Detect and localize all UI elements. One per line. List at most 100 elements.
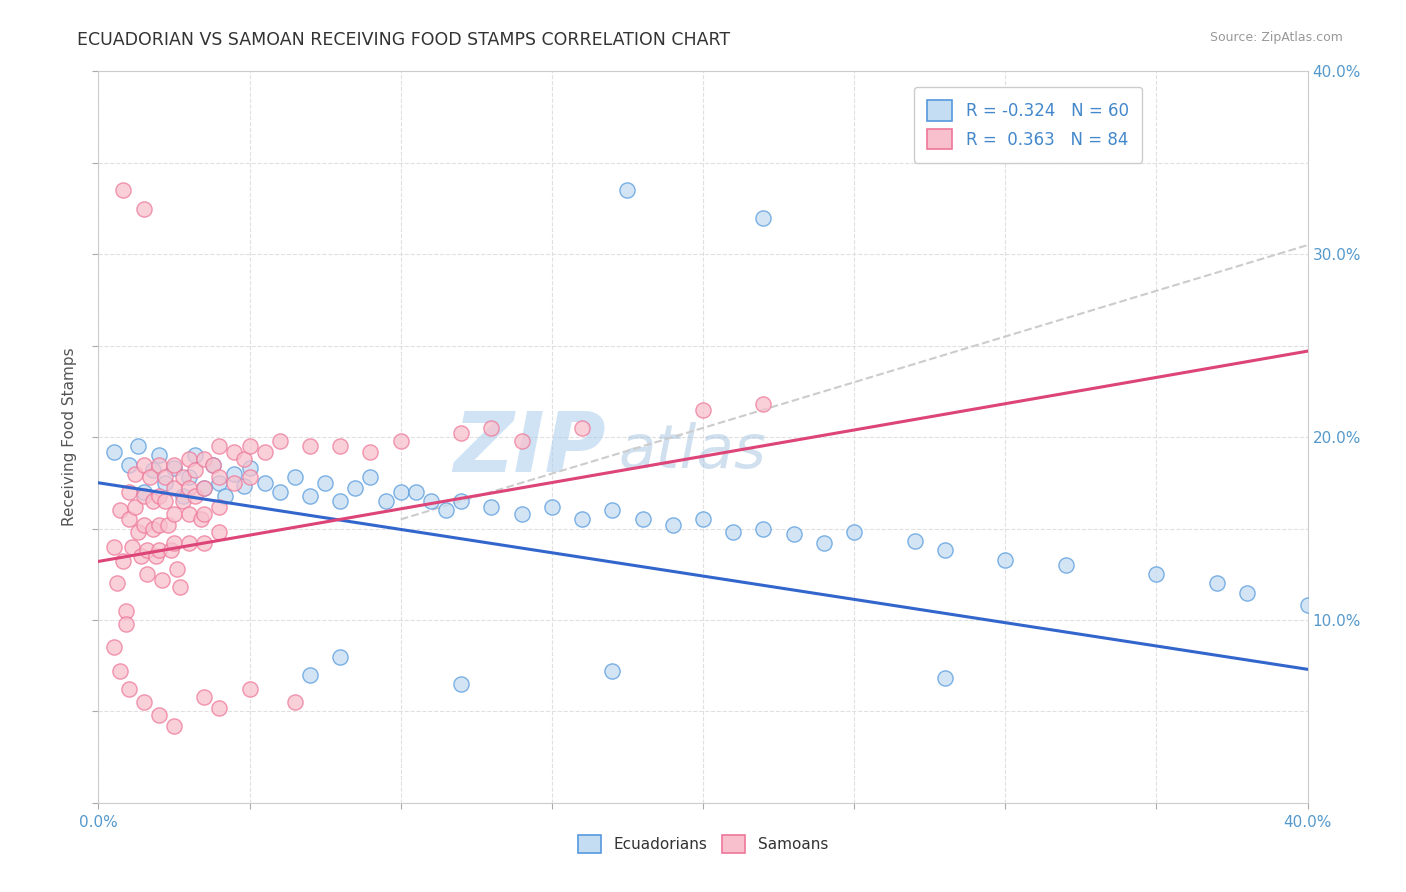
Point — [239, 439, 262, 453]
Point — [420, 494, 443, 508]
Point — [405, 485, 427, 500]
Point — [193, 481, 215, 495]
Point — [105, 576, 128, 591]
Point — [163, 507, 186, 521]
Point — [153, 475, 176, 490]
Point — [389, 485, 412, 500]
Point — [142, 521, 165, 535]
Point — [224, 444, 246, 458]
Point — [208, 500, 231, 514]
Point — [179, 536, 201, 550]
Text: atlas: atlas — [619, 422, 766, 481]
Point — [844, 525, 866, 540]
Point — [150, 573, 173, 587]
Point — [571, 512, 593, 526]
Point — [329, 439, 352, 453]
Point — [374, 494, 396, 508]
Point — [208, 475, 231, 490]
Y-axis label: Receiving Food Stamps: Receiving Food Stamps — [62, 348, 77, 526]
Point — [103, 540, 125, 554]
Point — [602, 503, 624, 517]
Point — [239, 461, 262, 475]
Point — [132, 458, 155, 472]
Point — [127, 525, 149, 540]
Point — [179, 507, 201, 521]
Point — [299, 667, 322, 681]
Point — [132, 695, 155, 709]
Point — [111, 183, 134, 197]
Point — [208, 700, 231, 714]
Point — [269, 434, 291, 448]
Point — [169, 580, 191, 594]
Point — [344, 481, 367, 495]
Point — [239, 682, 262, 697]
Point — [450, 677, 472, 691]
Point — [193, 507, 215, 521]
Point — [172, 494, 194, 508]
Point — [232, 479, 254, 493]
Point — [193, 481, 215, 495]
Point — [103, 444, 125, 458]
Point — [148, 708, 170, 723]
Point — [156, 517, 179, 532]
Point — [118, 682, 141, 697]
Point — [193, 690, 215, 704]
Point — [269, 485, 291, 500]
Point — [202, 458, 225, 472]
Point — [329, 494, 352, 508]
Point — [118, 512, 141, 526]
Point — [108, 503, 131, 517]
Point — [121, 540, 143, 554]
Point — [127, 439, 149, 453]
Point — [184, 448, 207, 462]
Point — [450, 494, 472, 508]
Point — [284, 695, 307, 709]
Point — [148, 543, 170, 558]
Point — [163, 536, 186, 550]
Point — [135, 567, 157, 582]
Point — [994, 552, 1017, 566]
Point — [129, 549, 152, 563]
Point — [1236, 585, 1258, 599]
Point — [124, 467, 146, 481]
Text: ECUADORIAN VS SAMOAN RECEIVING FOOD STAMPS CORRELATION CHART: ECUADORIAN VS SAMOAN RECEIVING FOOD STAM… — [77, 31, 731, 49]
Point — [360, 470, 382, 484]
Point — [148, 448, 170, 462]
Point — [142, 494, 165, 508]
Point — [752, 211, 775, 225]
Point — [163, 481, 186, 495]
Point — [692, 512, 714, 526]
Point — [540, 500, 562, 514]
Point — [184, 463, 207, 477]
Point — [163, 461, 186, 475]
Point — [132, 517, 155, 532]
Point — [103, 640, 125, 655]
Point — [616, 183, 638, 197]
Point — [1206, 576, 1229, 591]
Point — [1296, 599, 1319, 613]
Point — [163, 458, 186, 472]
Point — [132, 485, 155, 500]
Point — [329, 649, 352, 664]
Point — [166, 562, 188, 576]
Point — [184, 489, 207, 503]
Point — [208, 525, 231, 540]
Point — [179, 470, 201, 484]
Point — [934, 672, 956, 686]
Point — [139, 470, 162, 484]
Point — [193, 452, 215, 467]
Point — [253, 475, 276, 490]
Point — [124, 500, 146, 514]
Point — [172, 470, 194, 484]
Point — [360, 444, 382, 458]
Point — [481, 500, 503, 514]
Text: Source: ZipAtlas.com: Source: ZipAtlas.com — [1209, 31, 1343, 45]
Point — [214, 489, 236, 503]
Point — [160, 543, 183, 558]
Point — [153, 470, 176, 484]
Point — [224, 467, 246, 481]
Point — [434, 503, 457, 517]
Point — [148, 517, 170, 532]
Point — [481, 421, 503, 435]
Point — [202, 458, 225, 472]
